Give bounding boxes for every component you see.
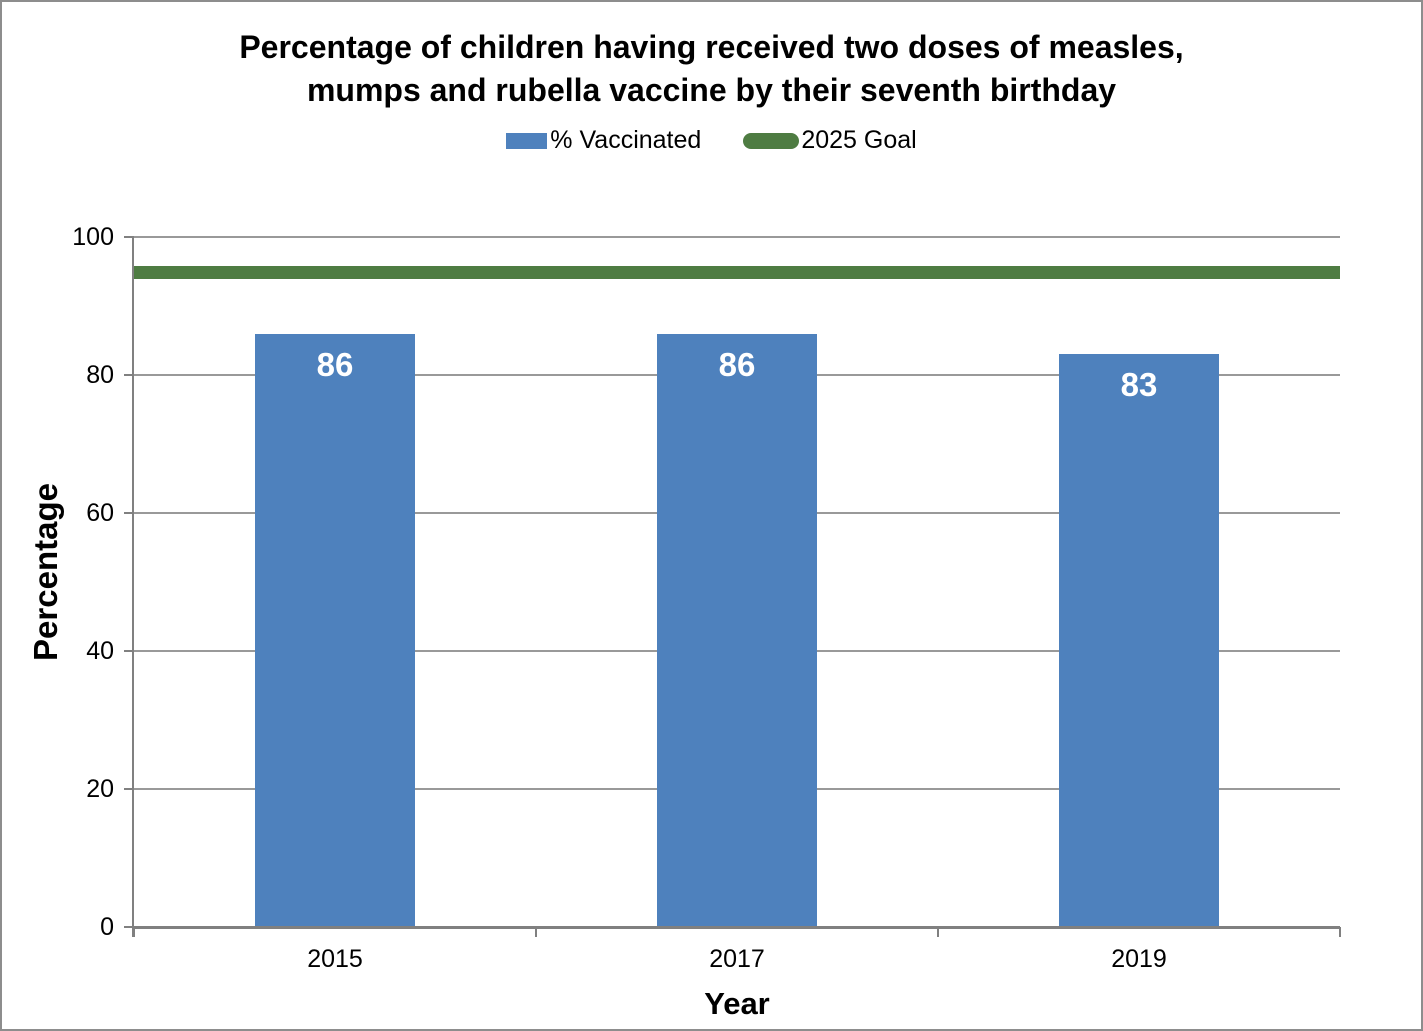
bar-value-label: 86 [718,345,756,383]
y-tick-label: 100 [72,223,114,251]
y-axis-tick [124,788,134,790]
y-axis-tick [124,512,134,514]
x-tick-label: 2019 [1111,945,1167,973]
legend-item-vaccinated: % Vaccinated [506,126,701,155]
bar [657,333,817,927]
legend-label-goal: 2025 Goal [801,126,917,154]
bar [255,333,415,927]
bar-value-label: 86 [316,345,354,383]
y-axis-title: Percentage [27,483,64,661]
x-axis-line [132,926,1340,929]
legend: % Vaccinated 2025 Goal [2,126,1421,155]
gridline [134,236,1340,238]
x-axis-tick [535,927,537,937]
y-axis-tick [124,374,134,376]
x-tick-label: 2017 [709,945,765,973]
y-tick-label: 60 [86,499,114,527]
legend-label-vaccinated: % Vaccinated [550,126,702,154]
x-axis-tick [1339,927,1341,937]
x-tick-label: 2015 [307,945,363,973]
y-tick-label: 40 [86,637,114,665]
y-axis-tick [124,236,134,238]
x-axis-tick [937,927,939,937]
line-series-swatch-icon [743,132,800,149]
y-tick-label: 0 [100,913,114,941]
bar-series-swatch-icon [506,132,548,149]
chart-title-line1: Percentage of children having received t… [239,29,1184,65]
y-tick-label: 20 [86,775,114,803]
y-tick-label: 80 [86,361,114,389]
chart-title-line2: mumps and rubella vaccine by their seven… [306,72,1117,108]
chart-title: Percentage of children having received t… [2,26,1421,112]
goal-line [134,265,1340,279]
x-axis-tick [133,927,135,937]
bar [1059,354,1219,927]
x-axis-title: Year [704,986,770,1021]
y-axis-tick [124,650,134,652]
y-axis-line [132,237,134,937]
bar-value-label: 83 [1120,366,1158,404]
y-axis-tick [124,926,134,928]
legend-item-goal: 2025 Goal [743,126,917,155]
